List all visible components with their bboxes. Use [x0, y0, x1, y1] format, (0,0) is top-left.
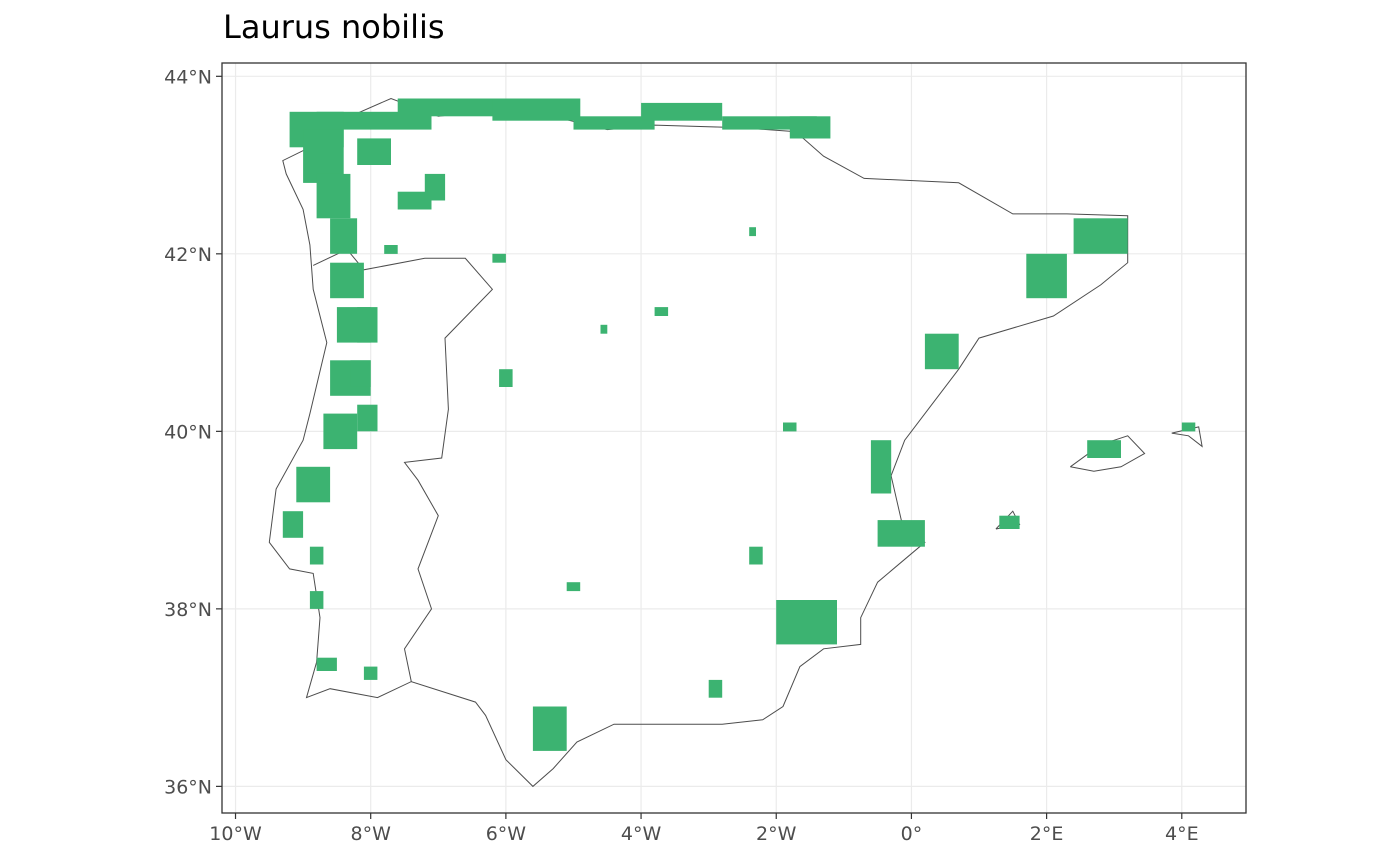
occurrence-cell: [350, 360, 371, 387]
occurrence-cell: [424, 173, 446, 201]
x-tick-label: 4°E: [1165, 823, 1199, 845]
occurrence-cell: [397, 191, 432, 210]
occurrence-cell: [566, 582, 581, 592]
occurrence-cell: [323, 413, 358, 450]
occurrence-cell: [776, 600, 837, 645]
outline-iberian-peninsula: [268, 97, 1129, 788]
occurrence-cell: [877, 520, 925, 547]
occurrence-cell: [924, 333, 959, 370]
occurrence-layer: [282, 98, 1196, 751]
occurrence-cell: [783, 422, 797, 432]
axes: 10°W 8°W 6°W 4°W 2°W 0° 2°E 4°E 36°N 38°N 40°N 42°N…: [164, 66, 1198, 845]
occurrence-cell: [296, 466, 331, 503]
occurrence-cell: [532, 706, 567, 751]
occurrence-cell: [309, 546, 324, 565]
y-tick-label: 36°N: [164, 776, 212, 798]
occurrence-cell: [600, 324, 608, 334]
occurrence-cell: [397, 98, 500, 117]
occurrence-cell: [749, 546, 763, 565]
y-tick-label: 42°N: [164, 244, 212, 266]
occurrence-cell: [357, 404, 378, 432]
panel-border: [221, 62, 1247, 814]
occurrence-cell: [1087, 440, 1121, 458]
occurrence-cell: [282, 511, 304, 538]
occurrence-cell: [1026, 253, 1067, 299]
occurrence-cell: [499, 369, 513, 387]
x-tick-label: 8°W: [351, 823, 392, 845]
x-tick-label: 6°W: [486, 823, 527, 845]
occurrence-cell: [641, 102, 723, 121]
x-tick-label: 10°W: [209, 823, 262, 845]
occurrence-cell: [870, 440, 892, 494]
occurrence-cell: [330, 218, 358, 254]
occurrence-cell: [1181, 422, 1196, 432]
occurrence-cell: [749, 227, 756, 237]
occurrence-cell: [384, 245, 398, 254]
y-tick-label: 38°N: [164, 599, 212, 621]
x-tick-label: 4°W: [621, 823, 662, 845]
occurrence-cell: [357, 138, 391, 165]
occurrence-cell: [999, 515, 1020, 529]
x-tick-label: 2°E: [1030, 823, 1064, 845]
occurrence-cell: [363, 666, 378, 680]
occurrence-cell: [708, 679, 723, 698]
y-tick-label: 44°N: [164, 66, 212, 88]
occurrence-cell: [357, 307, 378, 343]
occurrence-cell: [573, 116, 655, 130]
occurrence-cell: [492, 253, 506, 263]
occurrence-cell: [789, 116, 831, 139]
occurrence-cell: [309, 591, 324, 609]
outline-portugal-border: [312, 248, 494, 682]
occurrence-cell: [654, 307, 669, 316]
occurrence-cell: [316, 173, 351, 219]
y-tick-label: 40°N: [164, 421, 212, 443]
occurrence-cell: [1073, 218, 1128, 254]
map-title: Laurus nobilis: [223, 8, 445, 46]
x-tick-label: 2°W: [756, 823, 797, 845]
occurrence-cell: [316, 657, 337, 671]
x-tick-label: 0°: [901, 823, 923, 845]
occurrence-cell: [492, 98, 581, 121]
occurrence-cell: [330, 262, 364, 299]
gridlines: [222, 63, 1246, 813]
